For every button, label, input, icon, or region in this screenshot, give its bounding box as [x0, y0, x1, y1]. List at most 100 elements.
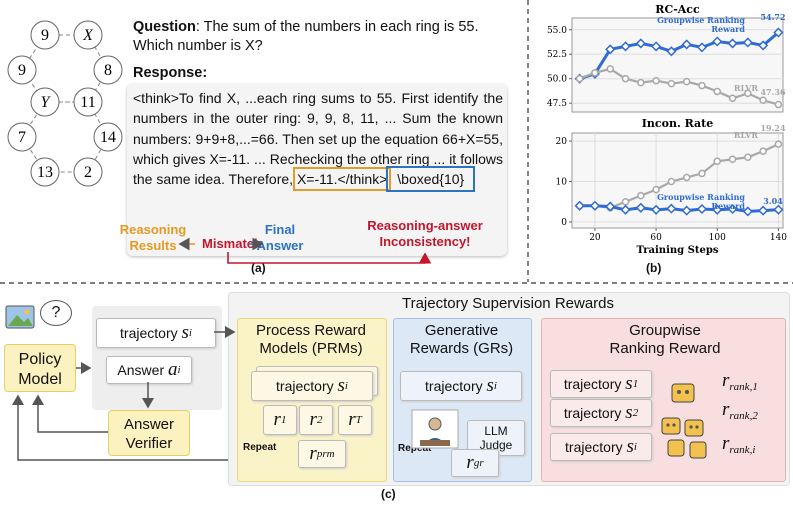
chart-title: Incon. Rate [642, 117, 713, 130]
marker [667, 177, 676, 186]
math-subscript: rank,1 [729, 381, 758, 394]
math-text: trajectory [120, 325, 178, 341]
marker [682, 173, 691, 182]
y-tick-label: 0 [561, 218, 567, 228]
marker [712, 36, 723, 47]
question-icon: ? [40, 300, 72, 326]
x-tick-label: 100 [709, 233, 726, 243]
marker [620, 41, 631, 52]
ring-node [30, 20, 60, 50]
response-result: X=-11.</think> [292, 167, 392, 192]
x-axis-label: Training Steps [637, 245, 719, 256]
response-answer: \boxed{10} [386, 166, 476, 193]
rank-reward: rrank,1 [722, 370, 758, 393]
ring-node [30, 87, 60, 117]
marker [773, 204, 784, 215]
response: <think>To find X, ...each ring sums to 5… [133, 88, 503, 193]
ring-edges [21, 34, 109, 173]
marker [728, 155, 737, 164]
marker [575, 74, 584, 83]
question: Question: The sum of the numbers in each… [133, 18, 505, 56]
marker [637, 78, 645, 87]
marker [574, 73, 585, 84]
marker [744, 153, 752, 162]
marker [742, 206, 753, 217]
math-text: trajectory [563, 376, 622, 392]
marker [698, 169, 706, 178]
marker [698, 81, 706, 90]
ring-node-label: 7 [18, 129, 26, 146]
caption: (b) [646, 261, 662, 275]
math-symbol: s [337, 375, 345, 396]
rank-reward: rrank,i [722, 433, 755, 456]
series-label: RLVR [733, 130, 758, 140]
marker [774, 100, 783, 109]
marker [667, 79, 676, 88]
math-symbol: r [466, 452, 474, 473]
ring-node [7, 55, 37, 85]
marker [759, 147, 767, 155]
x-tick-label: 20 [589, 233, 601, 243]
ring-node-label: Y [41, 94, 52, 111]
ring-node [73, 20, 103, 50]
math-symbol: r [722, 399, 730, 420]
math-subscript: prm [316, 448, 335, 460]
end-value-label: 47.36 [760, 87, 785, 97]
math-symbol: r [273, 409, 281, 430]
end-value-label: 19.24 [760, 123, 785, 133]
math-subscript: i [344, 380, 348, 392]
caption: (c) [381, 487, 396, 501]
rank-reward: rrank,2 [722, 399, 758, 422]
ring-node-label: X [82, 27, 94, 44]
math-subscript: T [355, 414, 362, 426]
marker [620, 204, 631, 215]
y-tick-label: 20 [556, 137, 568, 147]
marker [682, 77, 691, 86]
math-subscript: 2 [632, 407, 639, 419]
marker [605, 201, 616, 212]
plot-area [571, 132, 784, 229]
question-label: Question [133, 19, 196, 35]
reasoning-results: Reasoning Results [119, 222, 187, 253]
marker [774, 140, 783, 148]
ring-node [7, 122, 37, 152]
marker [606, 65, 614, 73]
marker [728, 94, 737, 103]
math-symbol: s [626, 436, 634, 457]
math-subscript: i [633, 441, 637, 453]
series-line [579, 31, 780, 81]
y-tick-label: 10 [556, 178, 568, 188]
y-tick-label: 47.5 [547, 99, 567, 109]
repeat: Repeat [243, 442, 277, 453]
marker [637, 191, 645, 200]
math-symbol: s [486, 375, 494, 396]
math-text: trajectory [565, 439, 623, 455]
ring-node [73, 87, 103, 117]
marker [591, 69, 599, 77]
answer-verifier: Answer Verifier [108, 410, 190, 456]
process-reward: r prm [298, 440, 346, 468]
panel-title: Trajectory Supervision Rewards [401, 295, 615, 312]
ring-node-label: 13 [37, 164, 53, 181]
marker [681, 39, 692, 50]
end-value-label: 54.72 [760, 12, 785, 22]
policy-model: Policy Model [4, 344, 76, 392]
marker [606, 204, 614, 212]
x-tick-label: 140 [770, 233, 787, 243]
caption: (a) [251, 261, 266, 275]
marker [652, 76, 660, 85]
math-symbol: r [348, 409, 356, 430]
math-symbol: r [309, 409, 317, 430]
math-text: trajectory [563, 405, 622, 421]
math-subscript: gr [473, 457, 484, 469]
marker [574, 200, 585, 211]
marker [696, 42, 708, 53]
